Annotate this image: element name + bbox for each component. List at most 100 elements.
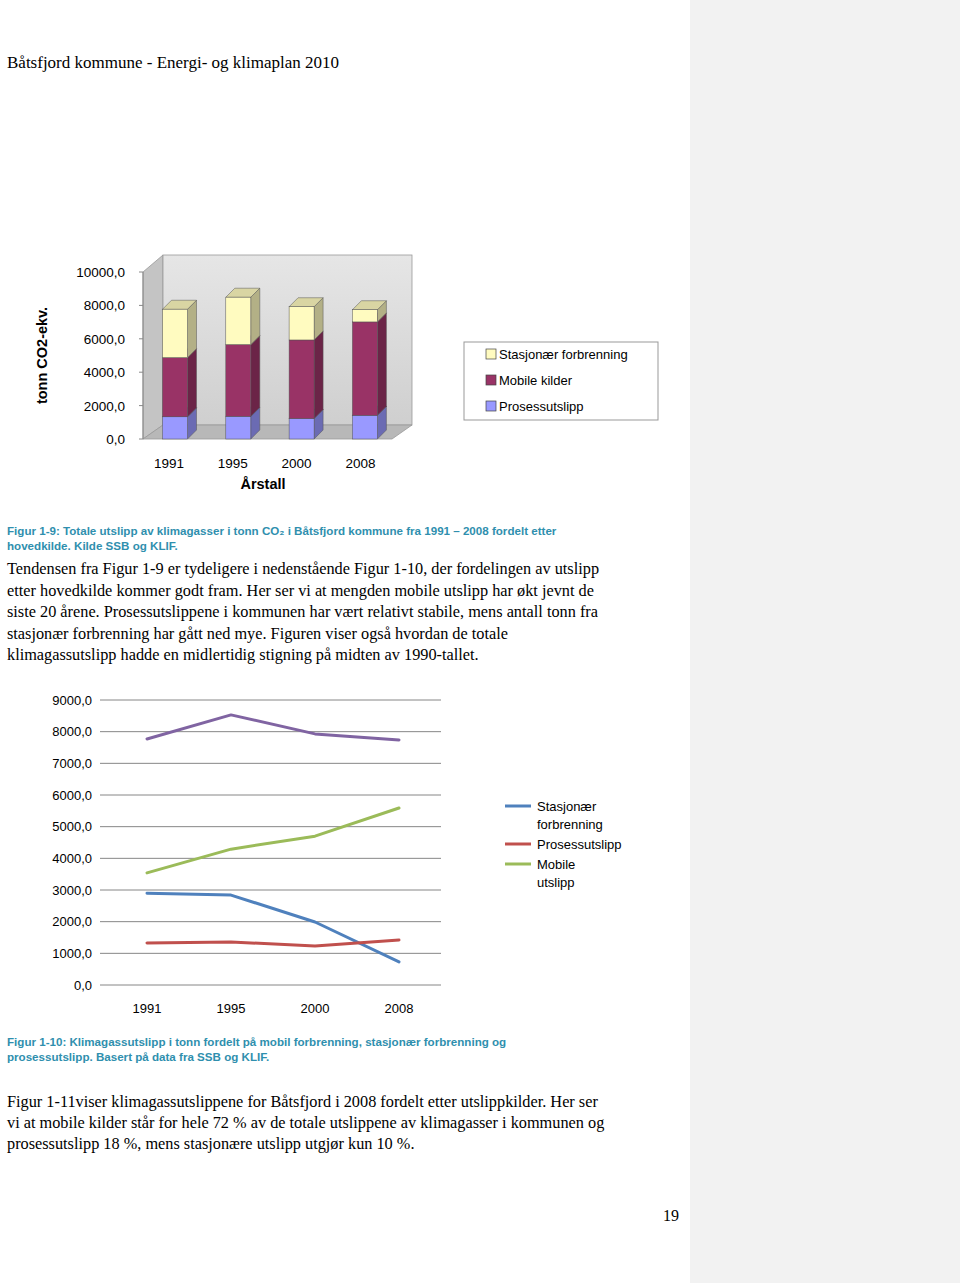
y-tick-label: 1000,0	[52, 946, 92, 961]
legend-frame	[464, 342, 658, 420]
paragraph-line: stasjonær forbrenning har gått ned mye. …	[7, 624, 508, 643]
plot-area	[147, 715, 399, 962]
grid-line	[100, 795, 441, 796]
legend-swatch	[486, 375, 496, 385]
bar-top	[163, 300, 197, 309]
y-tick-label: 8000,0	[52, 724, 92, 739]
legend-swatch	[505, 805, 531, 808]
paragraph-line: etter hovedkilde kommer godt fram. Her s…	[7, 581, 594, 600]
bar-segment	[163, 358, 188, 417]
legend-label-line: Mobile	[537, 857, 575, 872]
bar-side	[314, 331, 323, 418]
paragraph-line: vi at mobile kilder står for hele 72 % a…	[7, 1113, 604, 1132]
y-tick-label: 2000,0	[52, 914, 92, 929]
y-tick	[139, 405, 143, 406]
y-tick-label: 6000,0	[52, 788, 92, 803]
y-tick-label: 3000,0	[52, 883, 92, 898]
paragraph-line: prosessutslipp 18 %, mens stasjonære uts…	[7, 1134, 414, 1153]
bar-side	[251, 288, 260, 344]
bar-segment	[289, 340, 314, 418]
x-tick-label: 2000	[301, 1001, 330, 1016]
legend-label: Stasjonærforbrenning	[537, 799, 603, 832]
paragraph-line: siste 20 årene. Prosessutslippene i komm…	[7, 602, 598, 621]
bar-segment	[289, 418, 314, 439]
y-tick-label: 9000,0	[52, 693, 92, 708]
y-tick-label: 0,0	[74, 978, 92, 993]
grid-line	[100, 921, 441, 922]
y-tick	[139, 272, 143, 273]
bar-segment	[352, 415, 377, 439]
page: Båtsfjord kommune - Energi- og klimaplan…	[0, 0, 960, 1283]
y-tick-label: 5000,0	[52, 819, 92, 834]
bar-segment	[352, 310, 377, 322]
bar-side	[188, 349, 197, 417]
back-wall	[163, 255, 412, 425]
legend-label: Stasjonær forbrenning	[499, 347, 628, 362]
legend-swatch	[486, 349, 496, 359]
paragraph-line: Tendensen fra Figur 1-9 er tydeligere i …	[7, 559, 599, 578]
legend-label: Mobile utslipp	[537, 857, 575, 890]
page-number: 19	[663, 1207, 679, 1224]
y-tick-label: 2000,0	[84, 399, 125, 414]
bar-side	[251, 336, 260, 417]
bar-segment	[352, 322, 377, 415]
series-line	[147, 940, 399, 946]
x-axis-title: Årstall	[240, 476, 285, 492]
bar-top	[289, 298, 323, 307]
bar-side	[188, 300, 197, 357]
y-tick-label: 4000,0	[84, 365, 125, 380]
x-tick-label: 1991	[133, 1001, 162, 1016]
x-tick-label: 2008	[345, 456, 375, 471]
grid-line	[100, 763, 441, 764]
grid-line	[100, 890, 441, 891]
caption-line: prosessutslipp. Basert på data fra SSB o…	[7, 1050, 269, 1063]
chart-2: 0,0 1000,0 2000,0 3000,0 4000,0 5000,0 6000,0 7…	[52, 693, 621, 1017]
legend-label-line: Prosessutslipp	[537, 837, 622, 852]
bar-top	[352, 301, 386, 310]
chart-1: 0,02000,04000,06000,08000,010000,0tonn C…	[34, 255, 658, 492]
sidebar	[690, 0, 960, 1283]
legend-swatch	[486, 401, 496, 411]
legend-label: Prosessutslipp	[499, 399, 584, 414]
y-axis-title: tonn CO2-ekv.	[34, 307, 50, 404]
bar-segment	[226, 297, 251, 344]
grid-line	[100, 826, 441, 827]
series-line	[147, 808, 399, 873]
y-tick-label: 7000,0	[52, 756, 92, 771]
legend-swatch	[505, 863, 531, 866]
grid-line	[100, 953, 441, 954]
y-tick	[139, 372, 143, 373]
x-tick-label: 2008	[385, 1001, 414, 1016]
bar-segment	[163, 309, 188, 357]
caption-line: hovedkilde. Kilde SSB og KLIF.	[7, 539, 178, 552]
bar-segment	[226, 345, 251, 417]
legend-label-line: utslipp	[537, 875, 575, 890]
grid-line	[100, 700, 441, 701]
y-tick-label: 4000,0	[52, 851, 92, 866]
bar-segment	[289, 307, 314, 340]
caption-line: Figur 1-10: Klimagassutslipp i tonn ford…	[7, 1035, 506, 1048]
y-tick-label: 0,0	[106, 432, 125, 447]
x-tick-label: 2000	[282, 456, 312, 471]
bar-segment	[226, 416, 251, 439]
legend: Stasjonærforbrenning Prosessutslipp Mobile…	[505, 799, 622, 890]
grid-line	[100, 731, 441, 732]
y-tick-label: 6000,0	[84, 332, 125, 347]
x-tick-label: 1995	[218, 456, 248, 471]
y-tick-label: 8000,0	[84, 298, 125, 313]
header: Båtsfjord kommune - Energi- og klimaplan…	[7, 53, 339, 72]
series-line	[147, 715, 399, 740]
y-tick	[139, 338, 143, 339]
bar-top	[226, 288, 260, 297]
bar-side	[377, 313, 386, 415]
plot-area	[163, 288, 387, 439]
legend-label-line: Stasjonær	[537, 799, 597, 814]
x-tick-label: 1991	[154, 456, 184, 471]
legend-swatch	[505, 843, 531, 846]
series-line	[147, 893, 399, 962]
paragraph-line: klimagassutslipp hadde en midlertidig st…	[7, 645, 479, 664]
bar-segment	[163, 417, 188, 439]
y-tick	[139, 439, 143, 440]
paragraph-line: Figur 1-11viser klimagassutslippene for …	[7, 1092, 598, 1111]
grid-line	[100, 985, 441, 986]
